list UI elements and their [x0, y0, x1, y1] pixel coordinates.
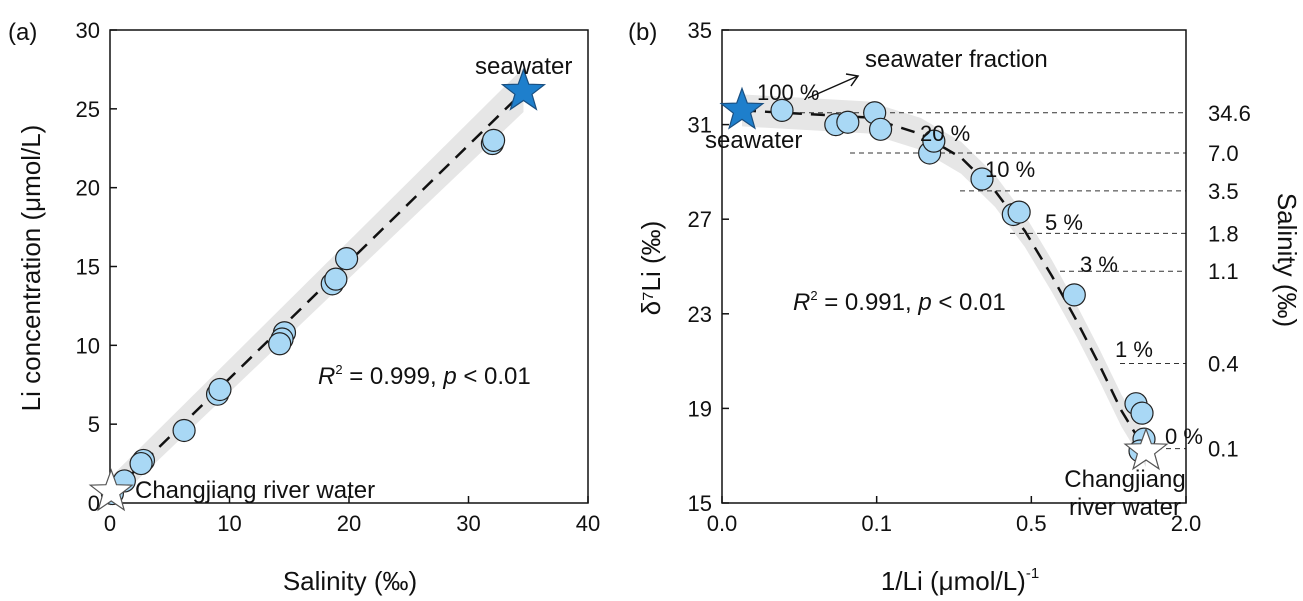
- plot-frame-b: [721, 29, 1187, 504]
- panel-label-b: (b): [628, 19, 657, 46]
- star-icon-river: [88, 468, 134, 512]
- x-tick-label-b: 0.0: [707, 511, 738, 536]
- y-tick-label-b: 35: [688, 18, 712, 43]
- data-point: [324, 267, 348, 291]
- axes-b: 0.0 0.1 0.5 2.0 15 19 23 27 31 35: [688, 18, 1202, 536]
- endmember-label-river-b-line1: Changjiang: [1064, 466, 1185, 493]
- data-point: [129, 451, 153, 476]
- x-tick-label-b: 0.5: [1016, 511, 1047, 536]
- fraction-label: 3 %: [1080, 252, 1118, 277]
- x-tick-label-a: 20: [337, 511, 361, 536]
- mixing-curve-b: [741, 109, 1148, 452]
- fraction-caption-b: seawater fraction: [865, 46, 1048, 73]
- salinity-tick-label: 0.1: [1208, 437, 1239, 462]
- y-tick-label-b: 19: [688, 396, 712, 421]
- endmembers-b: [719, 86, 1169, 471]
- y-tick-label-b: 27: [688, 207, 712, 232]
- data-point: [481, 128, 506, 152]
- y-tick-label-b: 31: [688, 113, 712, 138]
- data-point: [970, 167, 994, 191]
- y-tick-label-b: 15: [688, 491, 712, 516]
- arrow-icon: [807, 73, 860, 99]
- data-point: [770, 98, 794, 123]
- fraction-label: 5 %: [1045, 210, 1083, 235]
- x-tick-label-a: 30: [456, 511, 480, 536]
- fraction-label: 0 %: [1165, 424, 1203, 449]
- salinity-tick-label: 3.5: [1208, 179, 1239, 204]
- confidence-band: [110, 67, 524, 507]
- r2-annotation-a: R2 = 0.999, p < 0.01: [318, 362, 531, 390]
- data-point: [868, 117, 893, 141]
- y-tick-label-a: 25: [76, 97, 100, 122]
- star-icon-river: [1123, 427, 1169, 471]
- y-axis-label-a: Li concentration (μmol/L): [16, 125, 46, 412]
- y-tick-label-a: 20: [76, 176, 100, 201]
- y-tick-label-a: 15: [76, 255, 100, 280]
- data-point: [172, 418, 196, 443]
- salinity-tick-label: 1.1: [1208, 259, 1239, 284]
- salinity-tick-label: 0.4: [1208, 351, 1239, 376]
- data-point: [1062, 283, 1086, 307]
- fraction-label: 100 %: [757, 80, 819, 105]
- endmember-label-seawater-b: seawater: [705, 127, 802, 154]
- x-tick-label-a: 40: [576, 511, 600, 536]
- y-tick-label-a: 30: [76, 18, 100, 43]
- mixing-band-b: [742, 94, 1146, 467]
- mixing-band: [742, 94, 1146, 467]
- data-point: [1130, 401, 1154, 425]
- y-axis-label-b: δ⁷Li (‰): [636, 221, 666, 316]
- x-axis-label-a: Salinity (‰): [283, 566, 417, 596]
- x-tick-label-a: 10: [217, 511, 241, 536]
- data-points-b: [770, 98, 1156, 463]
- panel-a: (a) 0 10 20 30 40 0 5 10 15 20 25 30 seawater Chang…: [8, 18, 600, 596]
- fraction-labels-b: 100 % 20 % 10 % 5 % 3 % 1 % 0 %: [757, 80, 1203, 449]
- star-icon-seawater: [500, 67, 547, 111]
- y-axis-label-right-b: Salinity (‰): [1272, 193, 1302, 327]
- endmember-label-river-a: Changjiang river water: [135, 477, 375, 504]
- salinity-tick-label: 34.6: [1208, 101, 1251, 126]
- endmember-label-seawater-a: seawater: [475, 53, 572, 80]
- y-tick-label-b: 23: [688, 302, 712, 327]
- endmember-label-river-b-line2: river water: [1069, 494, 1181, 521]
- salinity-tick-label: 1.8: [1208, 221, 1239, 246]
- y-tick-label-a: 5: [88, 412, 100, 437]
- r2-annotation-b: R2 = 0.991, p < 0.01: [793, 288, 1006, 316]
- x-tick-label-b: 2.0: [1171, 511, 1202, 536]
- fraction-label: 10 %: [985, 157, 1035, 182]
- y-tick-label-a: 0: [88, 491, 100, 516]
- fit-line: [109, 90, 525, 497]
- mixing-curve: [741, 109, 1148, 452]
- star-icon-seawater: [719, 86, 765, 130]
- endmembers-a: [88, 67, 547, 512]
- data-point: [268, 332, 292, 356]
- confidence-band-a: [110, 67, 524, 507]
- salinity-levels-b: 34.6 7.0 3.5 1.8 1.1 0.4 0.1: [800, 101, 1251, 462]
- x-tick-label-b: 0.1: [861, 511, 892, 536]
- y-tick-label-a: 10: [76, 333, 100, 358]
- data-point: [208, 377, 232, 402]
- fraction-label: 1 %: [1115, 337, 1153, 362]
- fit-line-a: [109, 90, 525, 497]
- x-tick-label-a: 0: [104, 511, 116, 536]
- data-point: [1007, 200, 1031, 224]
- data-point: [335, 247, 359, 271]
- data-point: [836, 110, 860, 134]
- fraction-label: 20 %: [920, 121, 970, 146]
- x-axis-label-b: 1/Li (μmol/L)-1: [881, 565, 1039, 596]
- data-point: [922, 129, 946, 153]
- salinity-tick-label: 7.0: [1208, 141, 1239, 166]
- panel-label-a: (a): [8, 19, 37, 46]
- axes-a: 0 10 20 30 40 0 5 10 15 20 25 30: [76, 18, 601, 536]
- panel-b: (b) 34.6 7.0 3.5 1.8 1.1 0.4 0.1 0.0 0.1 0.5 2.0 1…: [628, 18, 1302, 596]
